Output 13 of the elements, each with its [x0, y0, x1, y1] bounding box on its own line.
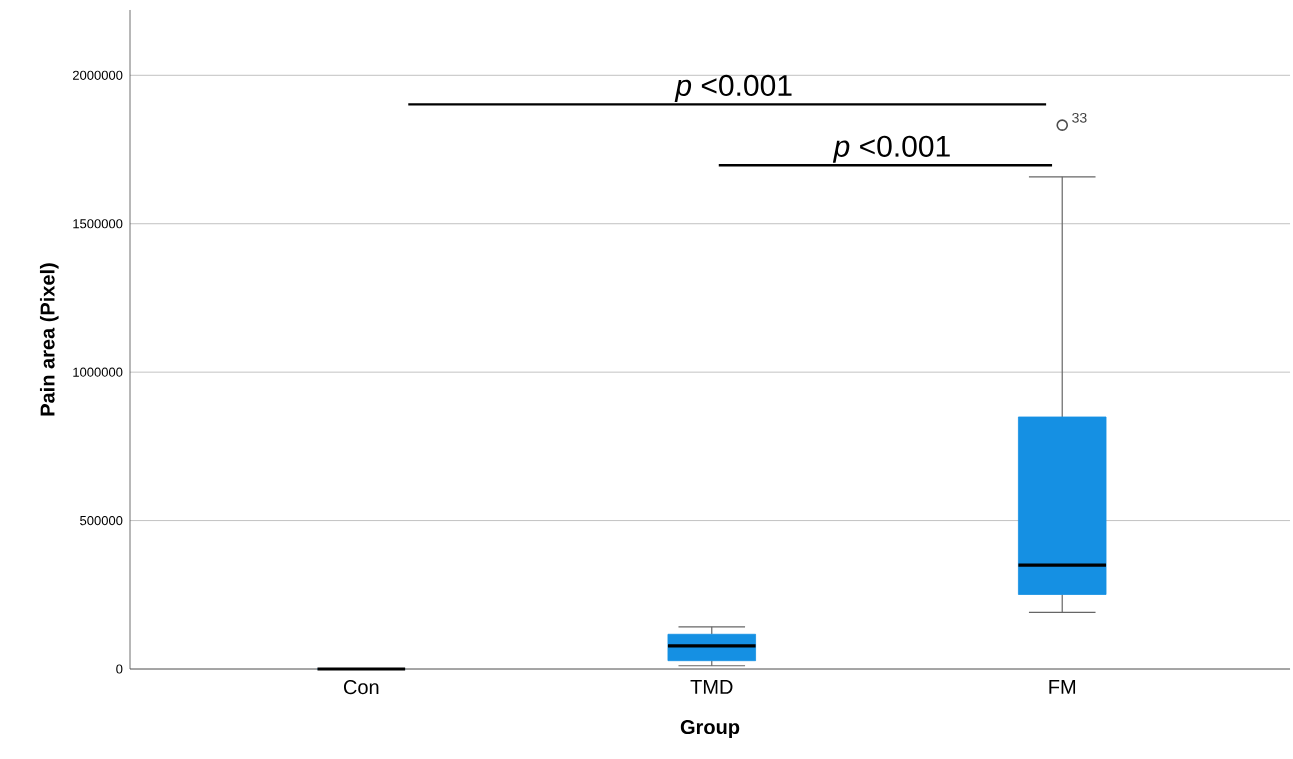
y-axis-title: Pain area (Pixel) [39, 263, 59, 416]
y-tick-label: 2000000 [72, 70, 123, 80]
x-tick-label: Con [343, 680, 379, 695]
annotation: p <0.001 [674, 74, 792, 102]
y-tick-label: 1000000 [73, 367, 123, 377]
y-tick-label: 500000 [80, 515, 123, 526]
annotation: 33 [1072, 112, 1087, 123]
y-tick-label: 1500000 [73, 219, 123, 229]
x-axis-title: Group [680, 719, 740, 739]
y-tick-label: 0 [116, 664, 123, 674]
x-tick-label: TMD [690, 680, 733, 694]
annotation: p <0.001 [832, 135, 950, 163]
x-tick-label: FM [1049, 680, 1076, 694]
